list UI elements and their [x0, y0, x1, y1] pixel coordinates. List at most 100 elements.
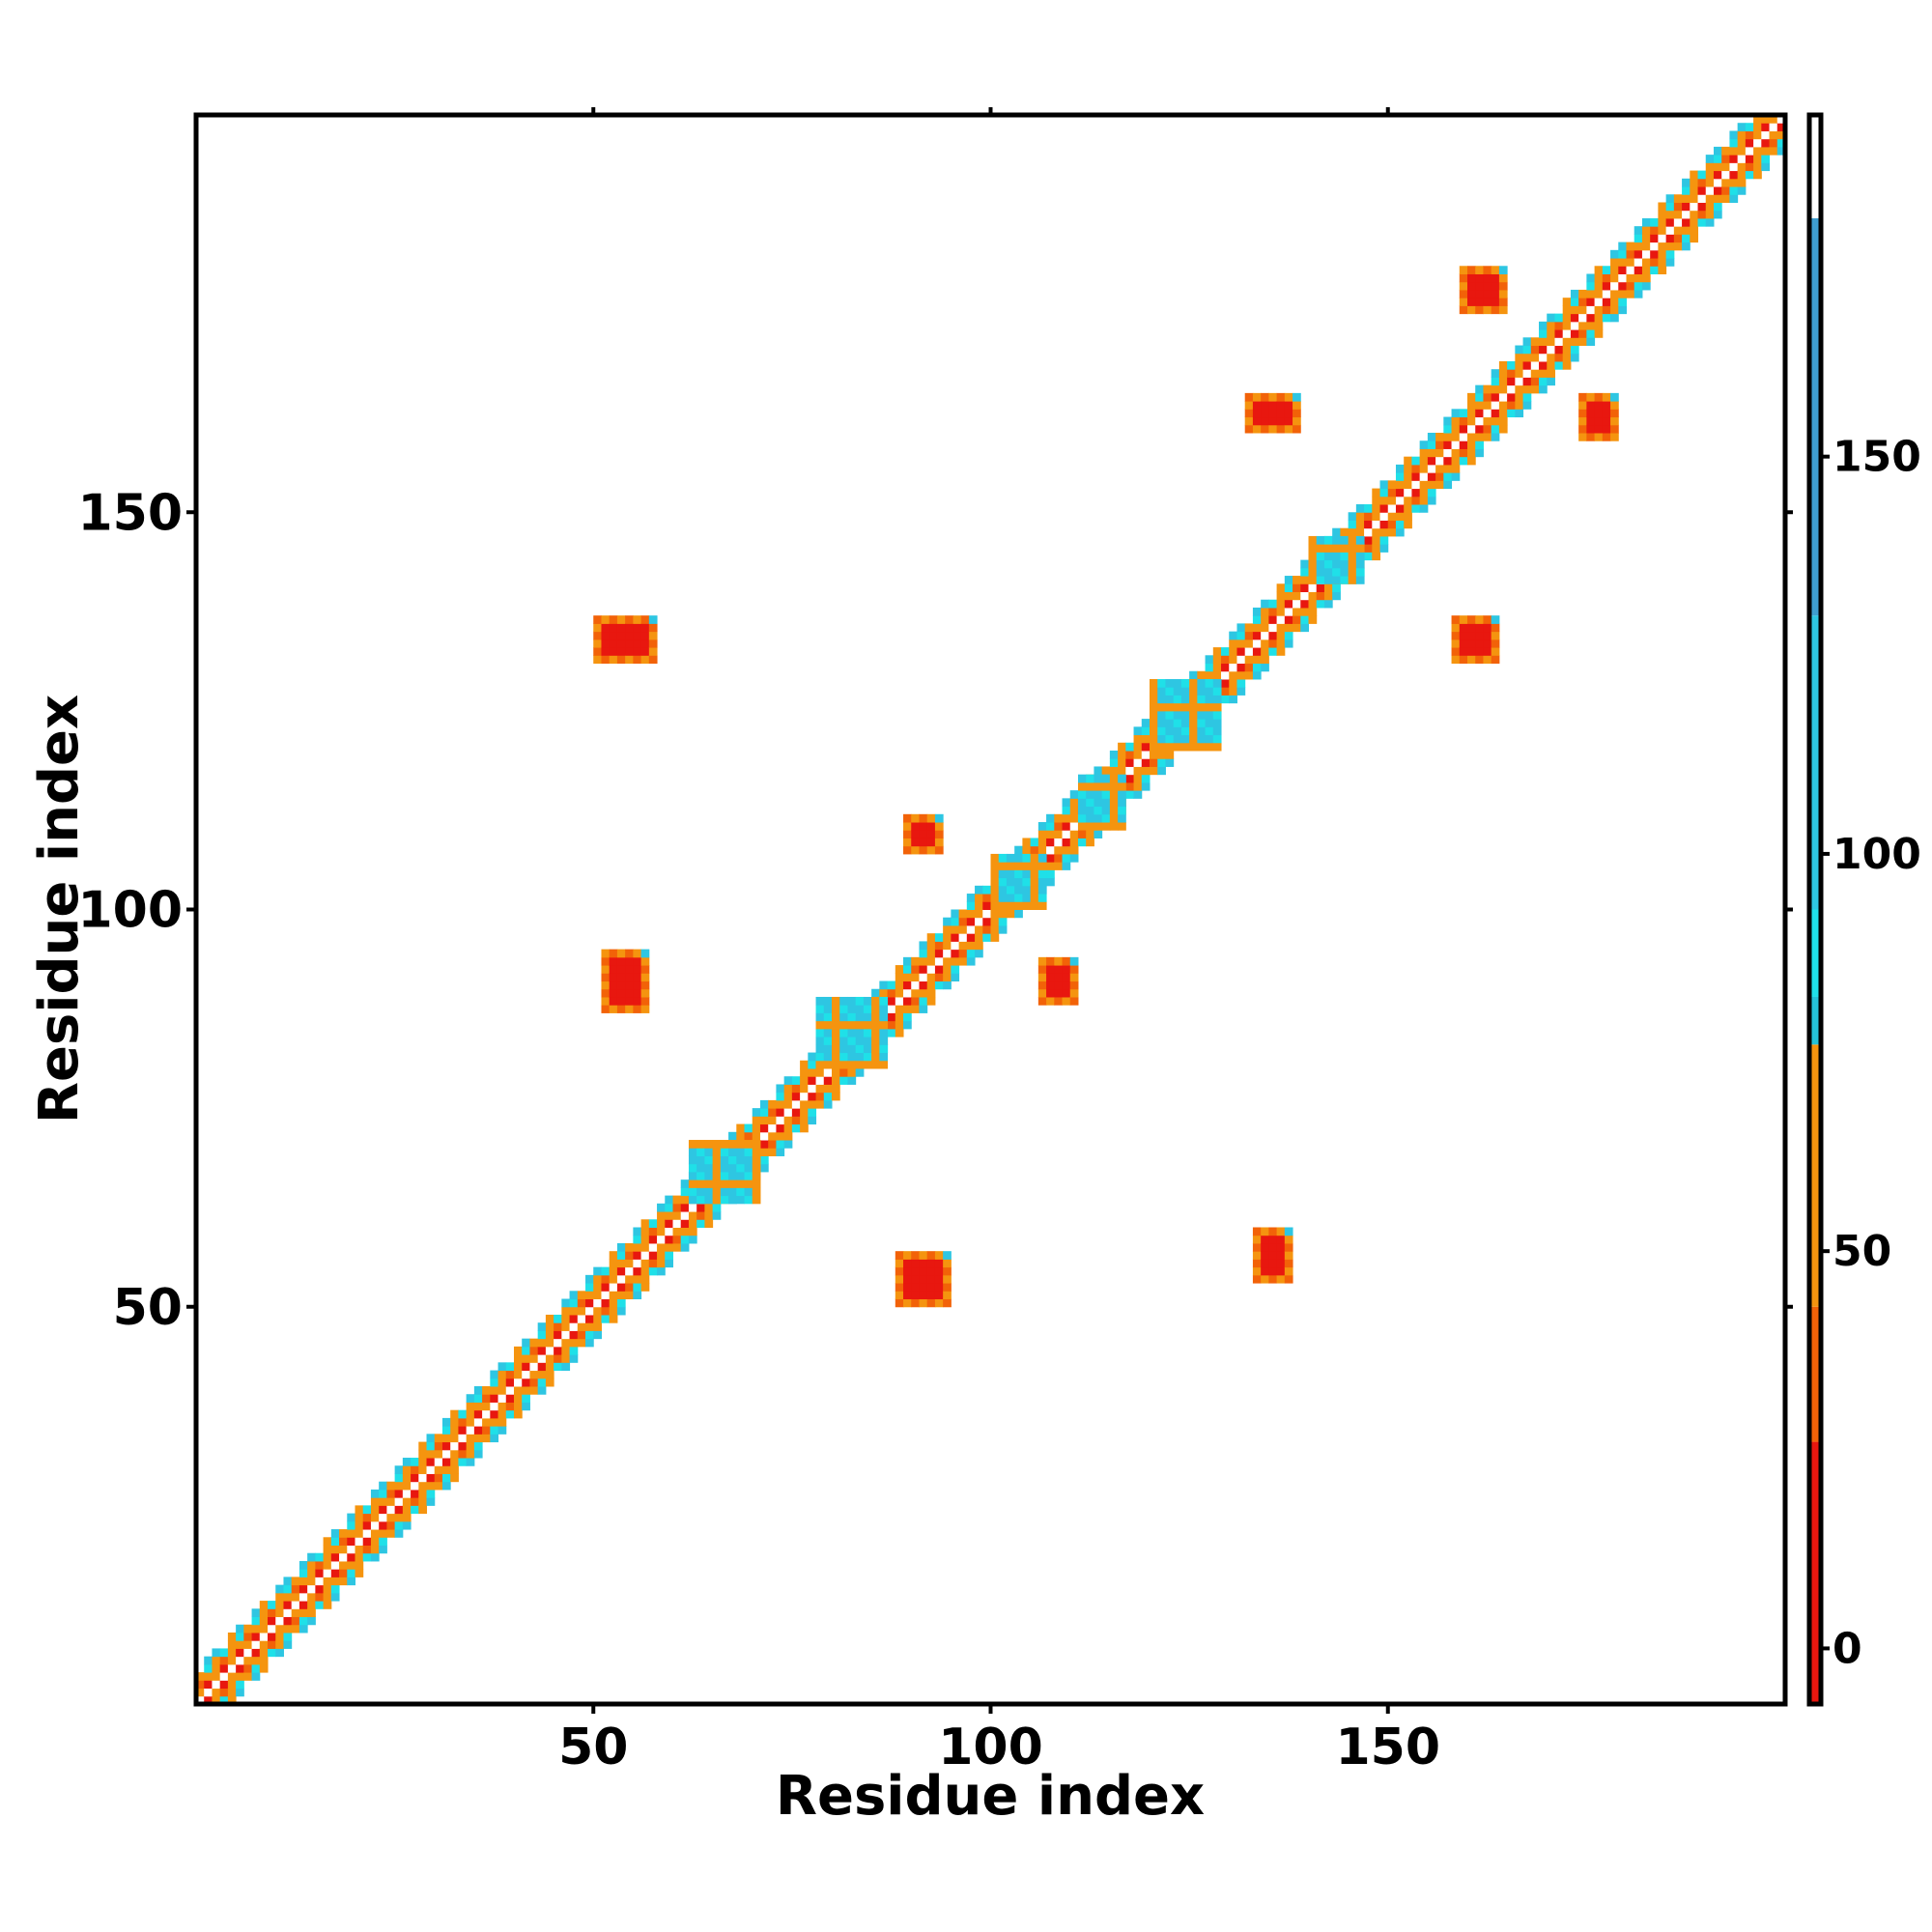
- heatmap-cell: [1618, 273, 1627, 283]
- heatmap-cell: [1173, 678, 1182, 688]
- heatmap-cell: [1705, 210, 1715, 219]
- heatmap-cell: [243, 1663, 253, 1673]
- heatmap-cell: [759, 1123, 769, 1133]
- heatmap-cell: [1626, 242, 1635, 251]
- heatmap-cell: [1451, 464, 1461, 473]
- heatmap-cell: [665, 1227, 673, 1236]
- heatmap-cell: [236, 1632, 244, 1641]
- heatmap-cell: [355, 1520, 364, 1530]
- heatmap-cell: [808, 1068, 817, 1077]
- heatmap-cell: [362, 1505, 372, 1515]
- heatmap-cell: [839, 1060, 848, 1069]
- heatmap-cell: [482, 1409, 491, 1419]
- heatmap-cell: [1268, 1227, 1278, 1236]
- heatmap-cell: [577, 1298, 586, 1308]
- heatmap-cell: [402, 1473, 412, 1483]
- heatmap-cell: [1483, 401, 1492, 410]
- heatmap-cell: [815, 1068, 825, 1077]
- heatmap-cell: [497, 1362, 507, 1372]
- heatmap-cell: [1682, 186, 1690, 195]
- heatmap-cell: [1037, 885, 1047, 895]
- heatmap-cell: [1602, 424, 1611, 434]
- heatmap-cell: [497, 1394, 507, 1403]
- heatmap-cell: [680, 1219, 690, 1228]
- heatmap-cell: [943, 924, 952, 934]
- heatmap-cell: [307, 1560, 316, 1570]
- heatmap-cell: [934, 1259, 944, 1268]
- heatmap-cell: [625, 1283, 634, 1292]
- heatmap-cell: [911, 830, 920, 838]
- heatmap-cell: [1507, 369, 1516, 378]
- heatmap-cell: [966, 949, 976, 958]
- heatmap-cell: [633, 1227, 642, 1236]
- heatmap-cell: [307, 1616, 316, 1626]
- heatmap-cell: [441, 1481, 451, 1491]
- heatmap-cell: [712, 1187, 722, 1197]
- heatmap-cell: [1046, 956, 1055, 966]
- heatmap-cell: [855, 1044, 865, 1054]
- heatmap-cell: [847, 1028, 857, 1037]
- heatmap-cell: [1261, 409, 1269, 418]
- heatmap-cell: [1467, 416, 1476, 426]
- heatmap-cell: [1109, 806, 1119, 815]
- heatmap-cell: [1252, 1242, 1262, 1252]
- heatmap-cell: [975, 941, 983, 951]
- heatmap-cell: [426, 1481, 436, 1491]
- heatmap-cell: [291, 1601, 300, 1609]
- heatmap-cell: [640, 1219, 650, 1228]
- heatmap-cell: [1261, 599, 1269, 609]
- heatmap-cell: [911, 1266, 920, 1276]
- heatmap-cell: [1300, 599, 1309, 609]
- heatmap-cell: [1498, 273, 1508, 283]
- heatmap-cell: [1586, 289, 1596, 298]
- heatmap-cell: [791, 1092, 801, 1101]
- heatmap-cell: [1284, 1242, 1293, 1252]
- heatmap-cell: [196, 1688, 205, 1697]
- heatmap-cell: [1252, 416, 1262, 426]
- heatmap-cell: [768, 1123, 777, 1133]
- heatmap-cell: [879, 1037, 889, 1045]
- heatmap-cell: [1284, 1227, 1293, 1236]
- heatmap-cell: [1332, 544, 1341, 553]
- heatmap-cell: [394, 1481, 404, 1491]
- heatmap-cell: [1276, 591, 1286, 601]
- heatmap-cell: [815, 1020, 825, 1030]
- heatmap-cell: [243, 1648, 253, 1658]
- heatmap-cell: [1547, 337, 1555, 347]
- heatmap-cell: [1205, 734, 1214, 744]
- heatmap-cell: [776, 1099, 785, 1109]
- heatmap-cell: [1205, 742, 1214, 752]
- heatmap-cell: [1634, 234, 1643, 243]
- heatmap-cell: [490, 1409, 499, 1419]
- heatmap-cell: [1276, 1266, 1286, 1276]
- heatmap-cell: [1658, 210, 1667, 219]
- heatmap-cell: [1665, 226, 1675, 235]
- heatmap-cell: [903, 965, 912, 974]
- heatmap-cell: [1054, 813, 1064, 823]
- heatmap-cell: [633, 1291, 642, 1300]
- heatmap-cell: [1578, 424, 1587, 434]
- heatmap-cell: [1562, 337, 1572, 347]
- heatmap-cell: [800, 1123, 809, 1133]
- heatmap-cell: [307, 1592, 316, 1602]
- heatmap-cell: [943, 973, 952, 982]
- heatmap-cell: [1150, 758, 1158, 767]
- heatmap-cell: [990, 901, 1000, 910]
- heatmap-cell: [736, 1163, 746, 1173]
- heatmap-cell: [1054, 838, 1064, 847]
- heatmap-cell: [800, 1068, 809, 1077]
- heatmap-cell: [616, 988, 626, 998]
- heatmap-cell: [648, 1251, 658, 1260]
- heatmap-cell: [268, 1624, 276, 1634]
- heatmap-cell: [768, 1099, 777, 1109]
- heatmap-cell: [1539, 329, 1548, 338]
- heatmap-cell: [330, 1529, 340, 1538]
- heatmap-cell: [783, 1116, 793, 1125]
- heatmap-cell: [1491, 623, 1500, 633]
- heatmap-cell: [227, 1663, 237, 1673]
- heatmap-cell: [1244, 647, 1254, 656]
- heatmap-cell: [1141, 751, 1151, 759]
- heatmap-cell: [633, 631, 642, 640]
- heatmap-cell: [379, 1513, 387, 1522]
- heatmap-cell: [1014, 845, 1023, 855]
